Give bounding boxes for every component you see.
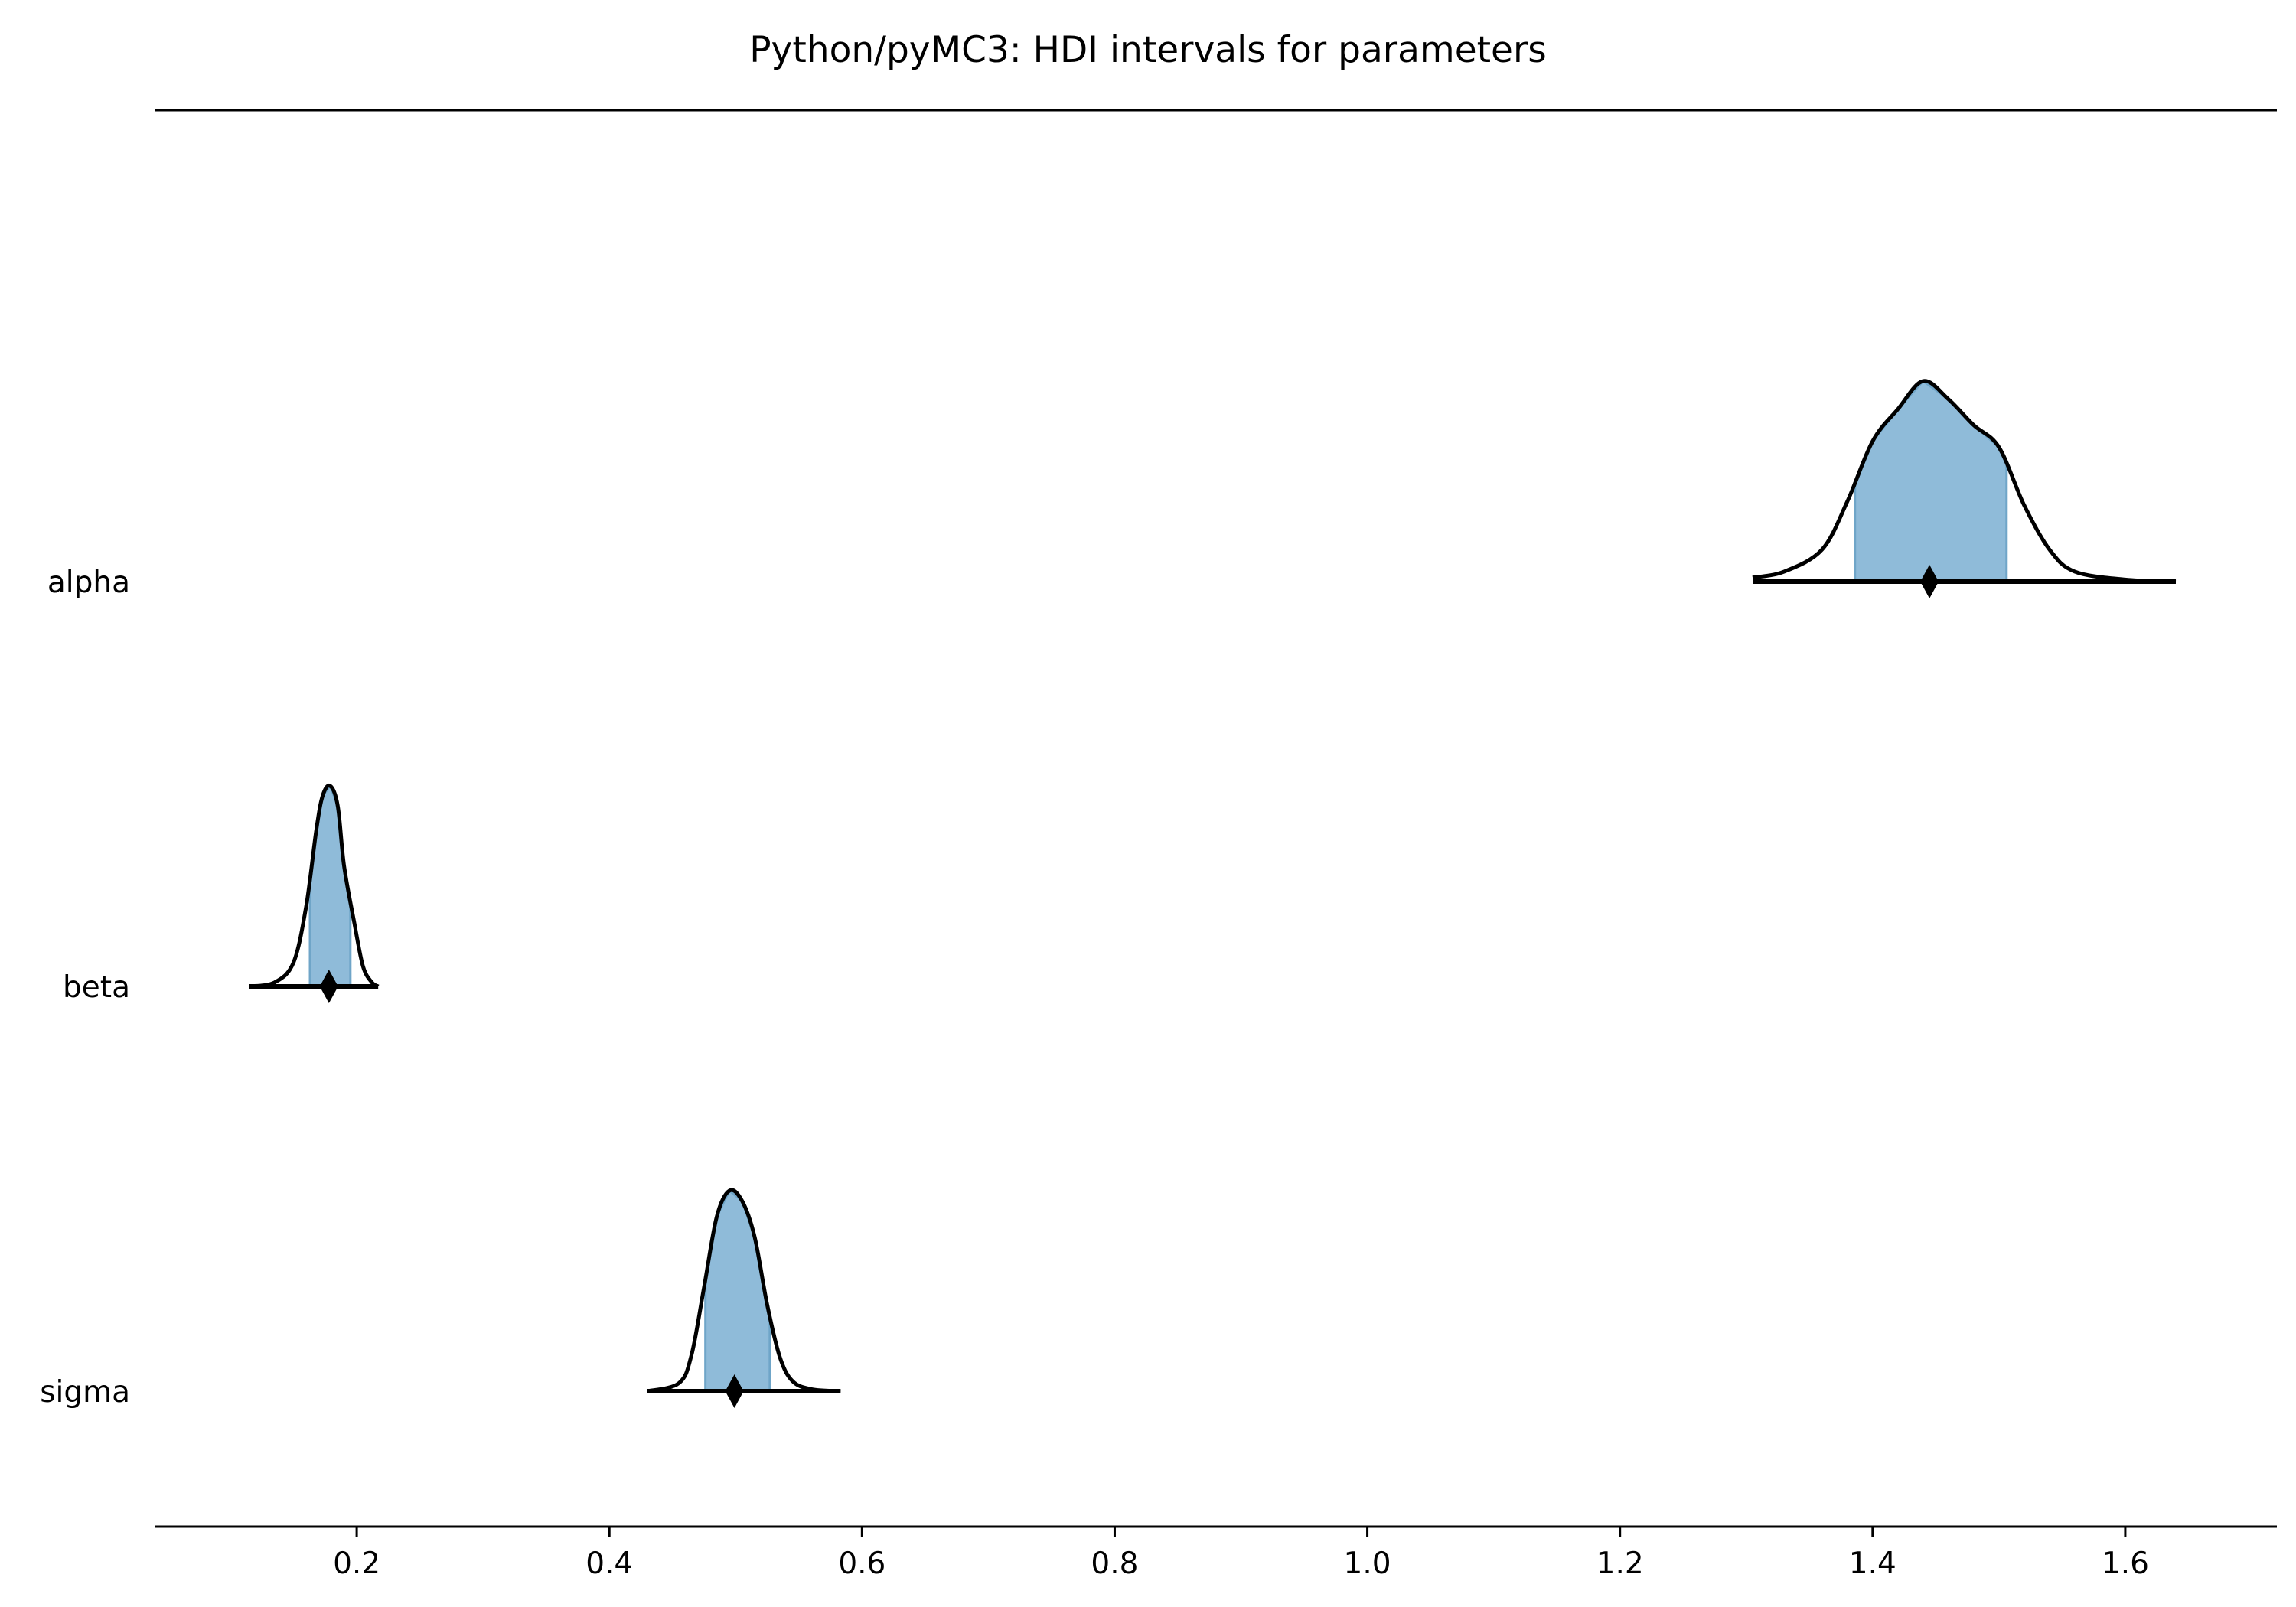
param-label-beta: beta [63,970,130,1005]
hdi-region-beta [308,783,352,988]
parameter-labels: alpha beta sigma [40,566,130,1410]
ridge-alpha [1752,379,2177,598]
hdi-region-alpha [1854,380,2008,583]
point-estimate-sigma [725,1374,744,1408]
x-tick-label: 0.8 [1091,1547,1138,1581]
point-estimate-beta [319,970,338,1003]
density-curve-sigma [647,1188,841,1393]
x-tick-label: 0.6 [838,1547,885,1581]
param-label-sigma: sigma [40,1375,130,1410]
param-label-alpha: alpha [47,566,130,600]
density-curve-alpha [1752,379,2177,584]
x-tick-label: 1.6 [2102,1547,2149,1581]
point-estimate-alpha [1920,565,1939,598]
x-axis: 0.2 0.4 0.6 0.8 1.0 1.2 1.4 1.6 [333,1527,2149,1581]
x-tick-label: 1.4 [1849,1547,1896,1581]
x-tick-label: 1.0 [1344,1547,1391,1581]
density-curve-beta [249,784,380,989]
ridges-group [249,379,2177,1408]
ridge-sigma [647,1188,841,1408]
ridge-beta [249,783,380,1003]
chart-title: Python/pyMC3: HDI intervals for paramete… [749,29,1547,71]
x-tick-label: 0.4 [585,1547,633,1581]
x-tick-label: 1.2 [1596,1547,1644,1581]
x-tick-label: 0.2 [333,1547,380,1581]
